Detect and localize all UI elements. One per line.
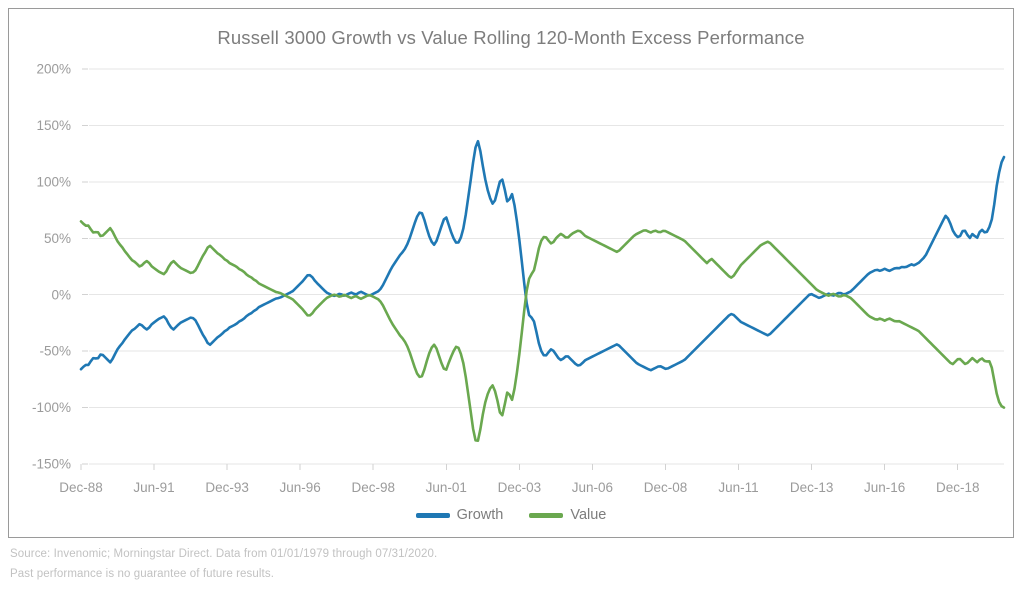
x-tick-marks-group bbox=[80, 464, 959, 470]
x-tick-label: Jun-96 bbox=[280, 480, 321, 495]
y-tick-label: 100% bbox=[36, 174, 71, 189]
footnote-disclaimer: Past performance is no guarantee of futu… bbox=[10, 568, 274, 580]
y-tick-label: -150% bbox=[32, 457, 71, 472]
chart-legend: Growth Value bbox=[9, 507, 1013, 523]
y-tick-label: -50% bbox=[39, 344, 71, 359]
y-tick-marks-group bbox=[82, 68, 88, 465]
chart-card: Russell 3000 Growth vs Value Rolling 120… bbox=[8, 8, 1014, 538]
y-tick-label: 200% bbox=[36, 62, 71, 77]
x-tick-label: Jun-06 bbox=[572, 480, 613, 495]
chart-title: Russell 3000 Growth vs Value Rolling 120… bbox=[217, 27, 805, 48]
x-tick-label: Jun-11 bbox=[718, 480, 758, 495]
x-tick-label: Dec-93 bbox=[205, 480, 249, 495]
plot-area: 200% 150% 100% 50% 0% -50% -100% -150% Dec-88 Ju… bbox=[9, 9, 1015, 539]
x-tick-label: Dec-18 bbox=[936, 480, 980, 495]
y-tick-label: 150% bbox=[36, 118, 71, 133]
x-tick-label: Dec-13 bbox=[790, 480, 834, 495]
line-chart-svg: 200% 150% 100% 50% 0% -50% -100% -150% Dec-88 Ju… bbox=[32, 62, 1006, 495]
data-series-group bbox=[79, 139, 1006, 442]
x-tick-label: Dec-88 bbox=[59, 480, 103, 495]
y-tick-label: 0% bbox=[51, 287, 71, 302]
x-tick-label: Jun-91 bbox=[133, 480, 174, 495]
x-tick-label: Dec-98 bbox=[351, 480, 395, 495]
legend-item-value[interactable]: Value bbox=[529, 507, 606, 523]
y-axis-labels-group: 200% 150% 100% 50% 0% -50% -100% -150% bbox=[32, 62, 71, 472]
y-tick-label: -100% bbox=[32, 400, 71, 415]
x-tick-label: Jun-16 bbox=[864, 480, 905, 495]
y-tick-label: 50% bbox=[44, 231, 71, 246]
legend-swatch-growth bbox=[415, 512, 450, 518]
footnote-source: Source: Invenomic; Morningstar Direct. D… bbox=[10, 548, 438, 560]
series-line-value bbox=[79, 220, 1006, 442]
x-tick-label: Dec-03 bbox=[498, 480, 542, 495]
footnotes: Source: Invenomic; Morningstar Direct. D… bbox=[10, 548, 1010, 588]
legend-label-growth: Growth bbox=[456, 507, 504, 523]
x-axis-labels-group: Dec-88 Jun-91 Dec-93 Jun-96 Dec-98 Jun-01 Dec-… bbox=[59, 480, 979, 495]
x-tick-label: Jun-01 bbox=[426, 480, 467, 495]
legend-swatch-value bbox=[529, 512, 564, 518]
legend-item-growth[interactable]: Growth bbox=[415, 507, 504, 523]
legend-label-value: Value bbox=[570, 507, 607, 523]
series-line-growth bbox=[79, 139, 1006, 372]
gridlines-group bbox=[89, 68, 1004, 465]
x-tick-label: Dec-08 bbox=[644, 480, 688, 495]
